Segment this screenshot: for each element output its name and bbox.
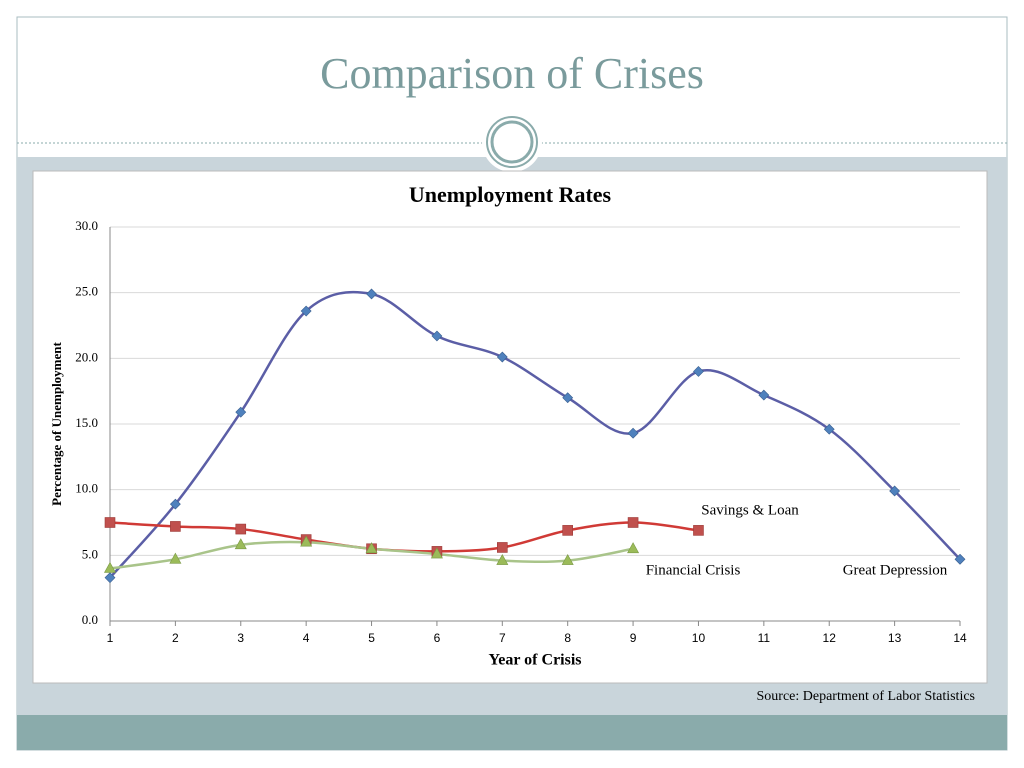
x-tick-label: 3 bbox=[237, 631, 244, 645]
y-tick-label: 25.0 bbox=[75, 284, 98, 299]
x-tick-label: 7 bbox=[499, 631, 506, 645]
x-tick-label: 14 bbox=[953, 631, 967, 645]
y-tick-label: 15.0 bbox=[75, 415, 98, 430]
x-tick-label: 13 bbox=[888, 631, 902, 645]
point bbox=[103, 561, 117, 573]
point bbox=[234, 538, 247, 550]
point bbox=[693, 525, 704, 536]
point bbox=[496, 351, 508, 363]
point bbox=[693, 366, 704, 377]
chart-area bbox=[32, 170, 988, 684]
point bbox=[430, 547, 443, 559]
point bbox=[365, 542, 378, 554]
x-axis-label: Year of Crisis bbox=[488, 652, 581, 669]
point bbox=[235, 406, 247, 418]
x-tick-label: 4 bbox=[303, 631, 310, 645]
y-tick-label: 30.0 bbox=[75, 218, 98, 233]
y-axis-label: Percentage of Unemployment bbox=[49, 342, 64, 506]
point bbox=[627, 427, 639, 439]
point bbox=[300, 305, 312, 317]
x-tick-label: 12 bbox=[823, 631, 837, 645]
point bbox=[562, 392, 574, 404]
footer-band bbox=[17, 715, 1007, 750]
point bbox=[235, 523, 247, 535]
chart-title: Unemployment Rates bbox=[409, 182, 612, 207]
x-tick-label: 1 bbox=[107, 631, 114, 645]
point bbox=[366, 288, 377, 300]
x-tick-label: 5 bbox=[368, 631, 375, 645]
y-tick-label: 0.0 bbox=[82, 612, 98, 627]
point bbox=[758, 389, 770, 401]
y-tick-label: 20.0 bbox=[75, 349, 98, 364]
point bbox=[823, 423, 835, 435]
point bbox=[562, 525, 573, 536]
point bbox=[104, 572, 116, 584]
ornament-inner bbox=[490, 120, 534, 164]
x-tick-label: 8 bbox=[564, 631, 571, 645]
point bbox=[104, 517, 116, 528]
y-tick-label: 10.0 bbox=[75, 481, 98, 496]
x-tick-label: 10 bbox=[692, 631, 706, 645]
series-label: Savings & Loan bbox=[701, 502, 799, 518]
point bbox=[300, 535, 313, 547]
series-label: Financial Crisis bbox=[646, 562, 741, 578]
point bbox=[431, 330, 443, 342]
point bbox=[627, 542, 640, 554]
x-tick-label: 9 bbox=[630, 631, 637, 645]
x-tick-label: 11 bbox=[758, 631, 771, 645]
source: Source: Department of Labor Statistics bbox=[757, 689, 976, 704]
point bbox=[954, 553, 966, 565]
slide-title: Comparison of Crises bbox=[320, 49, 704, 98]
ornament-outer bbox=[486, 116, 538, 168]
point bbox=[889, 485, 901, 497]
point bbox=[497, 542, 508, 553]
point bbox=[561, 553, 574, 565]
x-tick-label: 6 bbox=[434, 631, 441, 645]
point bbox=[169, 552, 182, 564]
y-tick-label: 5.0 bbox=[82, 546, 98, 561]
series-label: Great Depression bbox=[843, 562, 948, 578]
point bbox=[496, 553, 509, 565]
point bbox=[170, 521, 181, 532]
x-tick-label: 2 bbox=[172, 631, 179, 645]
point bbox=[169, 498, 181, 510]
point bbox=[627, 517, 639, 528]
